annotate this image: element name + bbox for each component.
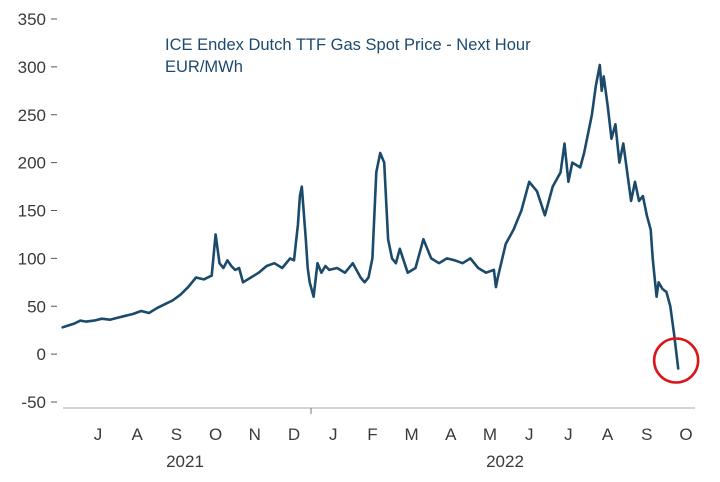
chart-title: ICE Endex Dutch TTF Gas Spot Price - Nex… xyxy=(165,36,531,54)
y-tick-label: -50 xyxy=(21,393,46,412)
series-line xyxy=(61,63,680,370)
x-month-label: M xyxy=(483,425,497,444)
x-month-label: N xyxy=(249,425,261,444)
x-month-label: A xyxy=(602,425,614,444)
y-tick-label: 250 xyxy=(18,106,46,125)
y-tick-label: 200 xyxy=(18,154,46,173)
x-month-label: F xyxy=(367,425,377,444)
x-month-label: O xyxy=(679,425,692,444)
x-month-label: O xyxy=(209,425,222,444)
x-month-label: M xyxy=(405,425,419,444)
x-year-label: 2021 xyxy=(166,452,204,471)
y-tick-label: 150 xyxy=(18,202,46,221)
x-month-label: J xyxy=(564,425,573,444)
highlight-circle xyxy=(652,337,700,384)
x-month-label: J xyxy=(329,425,338,444)
y-axis: -50 0 50 100 150 200 250 300 350 xyxy=(18,10,57,412)
x-axis: J A S O N D J F M A M J J A S O 2021 2022 xyxy=(63,407,695,471)
chart-subtitle: EUR/MWh xyxy=(165,58,243,76)
y-tick-label: 100 xyxy=(18,249,46,268)
x-month-label: S xyxy=(641,425,652,444)
y-tick-label: 300 xyxy=(18,58,46,77)
x-month-label: A xyxy=(445,425,457,444)
x-year-label: 2022 xyxy=(486,452,524,471)
x-month-label: J xyxy=(94,425,103,444)
y-tick-label: 0 xyxy=(37,345,46,364)
y-tick-label: 50 xyxy=(27,297,46,316)
x-month-label: A xyxy=(132,425,144,444)
x-month-label: J xyxy=(525,425,534,444)
x-month-label: D xyxy=(288,425,300,444)
x-month-label: S xyxy=(171,425,182,444)
y-tick-label: 350 xyxy=(18,10,46,29)
